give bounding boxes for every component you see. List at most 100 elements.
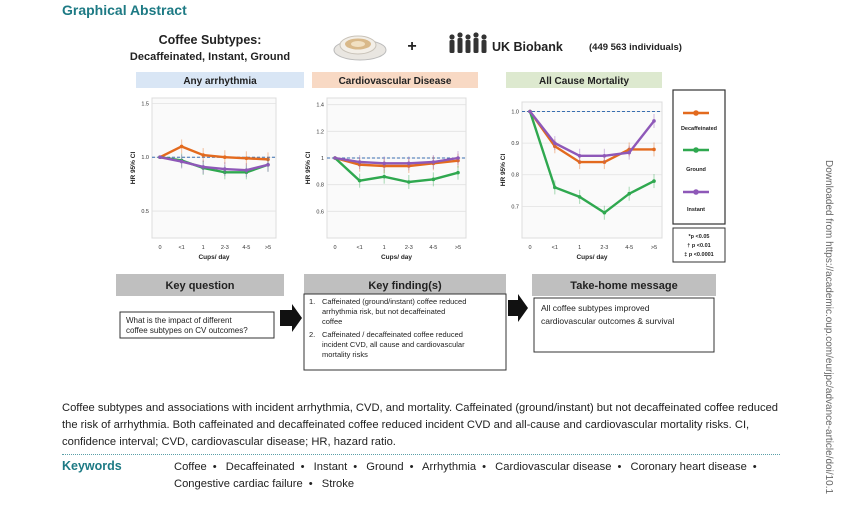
y-tick-label: 0.7 xyxy=(511,204,519,210)
y-axis-label: HR 95% CI xyxy=(130,152,137,185)
y-tick-label: 0.9 xyxy=(511,141,519,147)
coffee-cup-icon xyxy=(333,35,387,61)
chart-arrhythmia: 1.5 1.0 0.5 0 <1 1 2-3 4-5 >5 Cups/ day HR 95% CI xyxy=(130,97,277,261)
data-point xyxy=(407,180,411,184)
x-axis-label: Cups/ day xyxy=(381,254,412,261)
y-tick-label: 0.8 xyxy=(511,173,519,179)
takehome-box xyxy=(533,297,715,353)
data-point xyxy=(201,153,205,157)
sig-p1: *p <0.05 xyxy=(689,234,710,240)
keyword-item: Instant xyxy=(313,461,348,473)
key-question-title: Key question xyxy=(165,280,234,292)
biobank-count: (449 563 individuals) xyxy=(589,42,682,53)
data-point xyxy=(602,210,607,215)
chart-mortality: 1.0 0.9 0.8 0.7 0 <1 1 2-3 4-5 >5 Cups/ day HR 95% … xyxy=(500,101,663,261)
finding2-num: 2. xyxy=(309,330,315,339)
y-tick-label: 1.0 xyxy=(141,155,149,161)
data-point xyxy=(431,177,436,182)
x-tick-label: <1 xyxy=(356,245,362,251)
data-point xyxy=(553,185,557,190)
panel-header-arrhythmia xyxy=(136,72,304,88)
biobank-label: UK Biobank xyxy=(492,40,563,54)
plus-sign: + xyxy=(407,38,416,55)
arrow-right-icon-2 xyxy=(508,294,528,322)
keyword-item: Stroke xyxy=(321,478,355,490)
x-tick-label: 4-5 xyxy=(429,245,437,251)
chart-cvd: 1.4 1.2 1 0.8 0.6 0 <1 1 2-3 4-5 >5 Cups/ day HR 95%… xyxy=(305,97,467,261)
keyword-bullet: • xyxy=(752,461,757,473)
finding2-line1: Caffeinated / decaffeinated coffee reduc… xyxy=(322,330,463,339)
keyword-item: Cardiovascular disease xyxy=(495,461,612,473)
series-line-instant xyxy=(334,156,459,165)
y-tick-label: 0.8 xyxy=(316,183,324,189)
keyword-item: Arrhythmia xyxy=(422,461,477,473)
takehome-header xyxy=(532,274,716,296)
x-tick-label: >5 xyxy=(651,245,657,251)
keyword-item: Congestive cardiac failure xyxy=(174,478,303,490)
graphical-abstract-figure: Coffee Subtypes: Decaffeinated, Instant,… xyxy=(114,28,726,378)
coffee-title-2: Decaffeinated, Instant, Ground xyxy=(130,51,290,63)
figure-caption: Coffee subtypes and associations with in… xyxy=(62,402,779,448)
graphical-abstract-svg: Coffee Subtypes: Decaffeinated, Instant,… xyxy=(116,32,726,371)
sig-p2: † p <0.01 xyxy=(687,243,710,249)
x-tick-label: 1 xyxy=(578,245,581,251)
series-line-instant xyxy=(529,110,655,157)
series-line-ground xyxy=(528,111,655,215)
legend-decaf: Decaffeinated xyxy=(681,126,717,132)
people-icon xyxy=(449,32,487,53)
y-tick-label: 1.5 xyxy=(141,101,149,107)
key-question-text-1: What is the impact of different xyxy=(126,316,232,325)
x-tick-label: 2-3 xyxy=(600,245,608,251)
data-point xyxy=(382,174,387,179)
keyword-bullet: • xyxy=(308,478,313,490)
x-tick-label: 2-3 xyxy=(221,245,229,251)
sig-p3: ‡ p <0.0001 xyxy=(684,252,714,258)
keywords-label: Keywords xyxy=(62,459,122,473)
series-line-decaffeinated xyxy=(334,156,459,168)
data-point xyxy=(577,160,582,164)
download-sidebar: Downloaded from https://academic.oup.com… xyxy=(818,160,838,510)
key-finding-title: Key finding(s) xyxy=(368,280,442,292)
keywords-list: Coffee • Decaffeinated • Instant • Ground • … xyxy=(174,459,774,493)
keyword-item: Decaffeinated xyxy=(225,461,295,473)
x-tick-label: 4-5 xyxy=(625,245,633,251)
data-point xyxy=(456,158,460,163)
keyword-bullet: • xyxy=(617,461,622,473)
legend: Decaffeinated Ground Instant xyxy=(672,89,726,225)
data-point xyxy=(652,119,656,123)
data-point xyxy=(407,161,411,166)
coffee-title-1: Coffee Subtypes: xyxy=(159,33,262,47)
data-point xyxy=(456,170,460,175)
keyword-bullet: • xyxy=(409,461,414,473)
data-point xyxy=(357,178,362,183)
data-point xyxy=(407,164,411,168)
data-point xyxy=(223,167,227,171)
x-tick-label: <1 xyxy=(552,245,558,251)
legend-instant: Instant xyxy=(687,207,705,213)
series-line-decaffeinated xyxy=(159,145,269,161)
data-point xyxy=(553,144,557,149)
keyword-bullet: • xyxy=(482,461,487,473)
takehome-line2: cardiovascular outcomes & survival xyxy=(541,316,674,326)
data-point xyxy=(357,162,362,167)
key-finding-box xyxy=(303,293,507,371)
x-tick-label: 0 xyxy=(528,245,531,251)
series-line-decaffeinated xyxy=(529,110,654,164)
data-point xyxy=(382,164,387,168)
data-point xyxy=(158,155,162,160)
data-point xyxy=(528,109,532,114)
series-line-instant xyxy=(159,156,269,172)
keyword-bullet: • xyxy=(300,461,305,473)
legend-ground: Ground xyxy=(686,167,706,173)
y-axis-label: HR 95% CI xyxy=(305,152,312,185)
data-point xyxy=(201,165,205,169)
data-point xyxy=(602,153,607,158)
panel-title-mortality: All Cause Mortality xyxy=(539,76,629,87)
y-tick-label: 1.4 xyxy=(316,103,324,109)
arrow-right-icon xyxy=(280,304,302,332)
y-axis-label: HR 95% CI xyxy=(500,154,507,187)
x-tick-label: 0 xyxy=(333,245,336,251)
x-tick-label: >5 xyxy=(265,245,271,251)
data-point xyxy=(223,155,227,160)
key-question-header xyxy=(116,274,284,296)
